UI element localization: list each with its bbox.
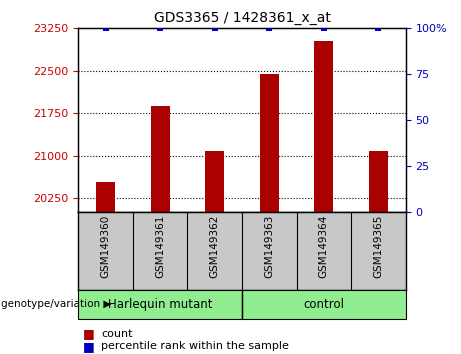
Point xyxy=(266,25,273,31)
Text: GSM149363: GSM149363 xyxy=(264,215,274,278)
Point xyxy=(211,25,219,31)
Point xyxy=(320,25,327,31)
Text: percentile rank within the sample: percentile rank within the sample xyxy=(101,341,290,351)
Bar xyxy=(205,151,225,212)
Point xyxy=(375,25,382,31)
Text: GSM149364: GSM149364 xyxy=(319,215,329,278)
Point xyxy=(157,25,164,31)
Point xyxy=(102,25,109,31)
Text: GSM149360: GSM149360 xyxy=(100,215,111,278)
Text: genotype/variation ▶: genotype/variation ▶ xyxy=(1,299,111,309)
Bar xyxy=(96,182,115,212)
FancyBboxPatch shape xyxy=(242,290,406,319)
Bar xyxy=(369,151,388,212)
Bar xyxy=(260,74,279,212)
Bar xyxy=(314,41,333,212)
Title: GDS3365 / 1428361_x_at: GDS3365 / 1428361_x_at xyxy=(154,11,331,24)
FancyBboxPatch shape xyxy=(78,290,242,319)
Text: ■: ■ xyxy=(83,340,95,353)
Text: ■: ■ xyxy=(83,327,95,340)
Bar xyxy=(151,107,170,212)
Text: GSM149362: GSM149362 xyxy=(210,215,220,278)
Text: GSM149365: GSM149365 xyxy=(373,215,384,278)
Text: count: count xyxy=(101,329,133,339)
Text: control: control xyxy=(303,298,344,311)
Text: GSM149361: GSM149361 xyxy=(155,215,165,278)
Text: Harlequin mutant: Harlequin mutant xyxy=(108,298,213,311)
